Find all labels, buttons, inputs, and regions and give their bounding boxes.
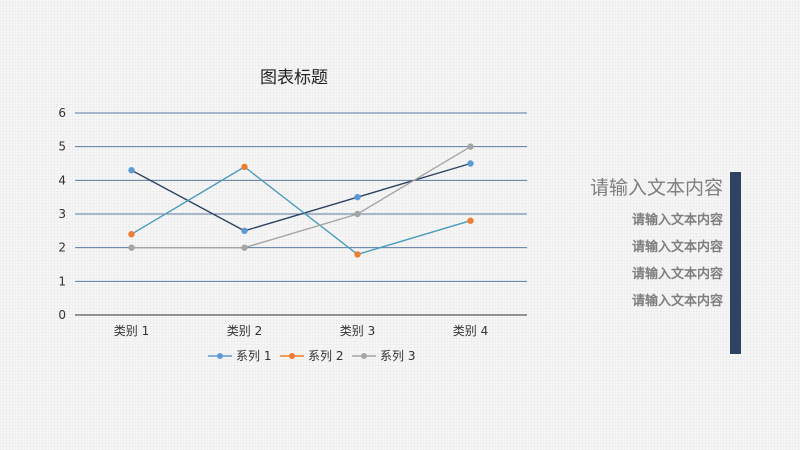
axes: 0 1 2 3 4 5 6 类别 1 类别 2 类别 3 类别 4: [58, 106, 527, 338]
y-tick-label: 5: [58, 140, 66, 154]
y-tick-label: 2: [58, 241, 66, 255]
data-point: [354, 193, 361, 201]
data-point: [241, 244, 248, 251]
legend-marker: [289, 353, 295, 359]
y-tick-label: 1: [58, 274, 66, 288]
data-point: [467, 160, 474, 167]
y-tick-label: 0: [58, 308, 66, 322]
side-list-item: 请输入文本内容: [631, 267, 723, 282]
chart-title: 图表标题: [260, 68, 328, 88]
side-list-item: 请输入文本内容: [631, 213, 723, 228]
series-line: [131, 146, 471, 249]
legend-label: 系列 1: [236, 349, 271, 363]
data-point: [128, 244, 135, 251]
data-point: [354, 210, 361, 218]
y-tick-label: 3: [58, 207, 66, 221]
data-point: [354, 251, 361, 258]
y-tick-label: 4: [58, 173, 66, 187]
data-point: [467, 143, 474, 150]
series-line: [131, 166, 471, 256]
data-point: [241, 227, 248, 235]
legend-marker: [361, 353, 367, 359]
legend-marker: [217, 353, 223, 359]
legend-label: 系列 3: [380, 349, 415, 363]
series: [128, 143, 474, 258]
side-heading: 请输入文本内容: [589, 177, 723, 199]
side-list-item: 请输入文本内容: [631, 294, 723, 309]
gridlines: [75, 112, 527, 282]
data-point: [128, 167, 135, 174]
series-line: [131, 162, 471, 232]
accent-bar: [730, 172, 741, 354]
legend-label: 系列 2: [308, 349, 343, 363]
side-list: 请输入文本内容 请输入文本内容 请输入文本内容 请输入文本内容: [632, 211, 723, 319]
x-tick-label: 类别 1: [114, 324, 149, 338]
side-list-item: 请输入文本内容: [631, 240, 723, 255]
data-point: [241, 163, 248, 171]
legend: 系列 1 系列 2 系列 3: [208, 349, 415, 363]
data-point: [467, 217, 474, 224]
x-tick-label: 类别 3: [340, 324, 375, 338]
x-tick-label: 类别 4: [453, 324, 488, 338]
y-tick-label: 6: [58, 106, 66, 120]
data-point: [128, 231, 135, 238]
x-tick-label: 类别 2: [227, 324, 262, 338]
